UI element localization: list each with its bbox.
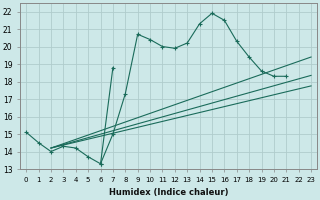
- X-axis label: Humidex (Indice chaleur): Humidex (Indice chaleur): [109, 188, 228, 197]
